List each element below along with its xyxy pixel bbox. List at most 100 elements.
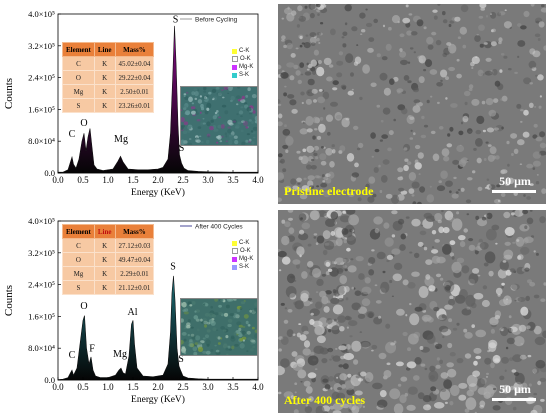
sem-grain: [525, 295, 530, 302]
sem-grain: [455, 191, 459, 194]
sem-grain: [429, 365, 436, 372]
sem-grain: [225, 304, 230, 309]
sem-grain: [467, 177, 473, 181]
sem-grain: [468, 88, 473, 91]
sem-grain: [248, 138, 252, 142]
sem-grain: [490, 362, 495, 369]
sem-caption-pristine: Pristine electrode: [284, 184, 374, 198]
sem-grain: [249, 112, 252, 115]
sem-grain: [442, 11, 446, 16]
sem-grain: [443, 155, 450, 162]
sem-grain: [442, 244, 452, 255]
y-tick-label: 0.0: [44, 375, 55, 385]
sem-grain: [451, 256, 455, 260]
sem-grain: [303, 330, 309, 335]
sem-grain: [326, 76, 333, 82]
sem-grain: [512, 354, 523, 363]
sem-grain: [426, 334, 436, 344]
sem-grain: [305, 34, 309, 37]
sem-grain: [236, 113, 239, 116]
sem-grain: [346, 326, 349, 329]
x-tick-label: 3.0: [202, 382, 214, 392]
sem-grain: [205, 139, 210, 144]
legend-item: Mg-K: [232, 255, 253, 263]
sem-grain: [504, 369, 507, 373]
sem-grain: [223, 87, 229, 90]
sem-grain: [214, 299, 218, 302]
y-tick-label: 1.6×10⁵: [28, 104, 55, 114]
sem-grain: [535, 136, 543, 142]
sem-grain: [306, 145, 315, 153]
x-tick-label: 4.0: [252, 175, 264, 185]
sem-grain: [294, 391, 297, 394]
sem-grain: [449, 126, 454, 132]
sem-grain: [408, 115, 411, 118]
sem-grain: [183, 94, 186, 98]
sem-grain: [405, 216, 410, 219]
sem-grain: [532, 367, 540, 374]
sem-grain: [501, 356, 509, 364]
legend-label: S-K: [239, 72, 250, 78]
sem-grain: [374, 148, 380, 153]
sem-grain: [221, 135, 224, 138]
sem-grain: [287, 6, 290, 10]
sem-grain: [484, 357, 492, 365]
sem-grain: [460, 187, 465, 192]
sem-grain: [347, 90, 354, 96]
sem-grain: [247, 140, 251, 143]
sem-grain: [200, 103, 204, 109]
sem-grain: [328, 329, 332, 333]
sem-grain: [317, 59, 322, 65]
sem-grain: [278, 172, 284, 181]
sem-grain: [446, 143, 453, 148]
sem-grain: [433, 15, 438, 20]
sem-grain: [449, 20, 455, 24]
table-header-mass: Mass%: [114, 42, 155, 57]
sem-grain: [503, 295, 512, 306]
sem-grain: [436, 256, 446, 264]
sem-grain: [195, 335, 201, 341]
sem-grain: [295, 47, 299, 50]
sem-grain: [310, 351, 315, 357]
sem-grain: [182, 130, 188, 134]
sem-grain: [334, 257, 345, 266]
sem-grain: [335, 238, 343, 247]
sem-grain: [500, 53, 505, 56]
sem-grain: [406, 361, 417, 369]
sem-grain: [442, 335, 445, 339]
sem-grain: [342, 210, 347, 214]
sem-grain: [448, 43, 457, 54]
sem-grain: [314, 325, 323, 336]
sem-grain: [442, 227, 450, 234]
sem-grain: [517, 139, 525, 146]
sem-grain: [392, 273, 402, 282]
eds-chart-before-cycling: 0.0 0.5 1.0 1.5 2.0 2.5 3.0 3.5 4.0 0.0 8.0×10⁴ 1.6…: [3, 9, 264, 198]
sem-grain: [417, 392, 425, 400]
sem-grain: [181, 318, 184, 323]
sem-grain: [325, 261, 331, 267]
x-tick-label: 2.5: [177, 382, 189, 392]
sem-grain: [245, 320, 249, 325]
table-cell: 49.47±0.04: [114, 252, 155, 267]
sem-grain: [196, 119, 201, 122]
sem-grain: [351, 26, 358, 32]
legend-label: After 400 Cycles: [195, 224, 243, 231]
sem-grain: [358, 306, 367, 314]
sem-grain: [523, 236, 534, 244]
sem-grain: [424, 59, 433, 68]
sem-grain: [202, 337, 206, 340]
sem-grain: [409, 251, 413, 254]
sem-grain: [197, 341, 202, 345]
sem-grain: [309, 36, 317, 44]
sem-grain: [320, 160, 327, 166]
sem-grain: [385, 43, 392, 51]
sem-grain: [389, 388, 401, 400]
sem-grain: [507, 163, 510, 167]
sem-grain: [540, 298, 546, 302]
sem-grain: [331, 149, 336, 154]
sem-grain: [435, 273, 442, 278]
sem-grain: [189, 339, 193, 343]
scale-bar-label: 50 μm: [499, 174, 531, 188]
sem-grain: [387, 147, 392, 152]
sem-grain: [406, 30, 413, 36]
